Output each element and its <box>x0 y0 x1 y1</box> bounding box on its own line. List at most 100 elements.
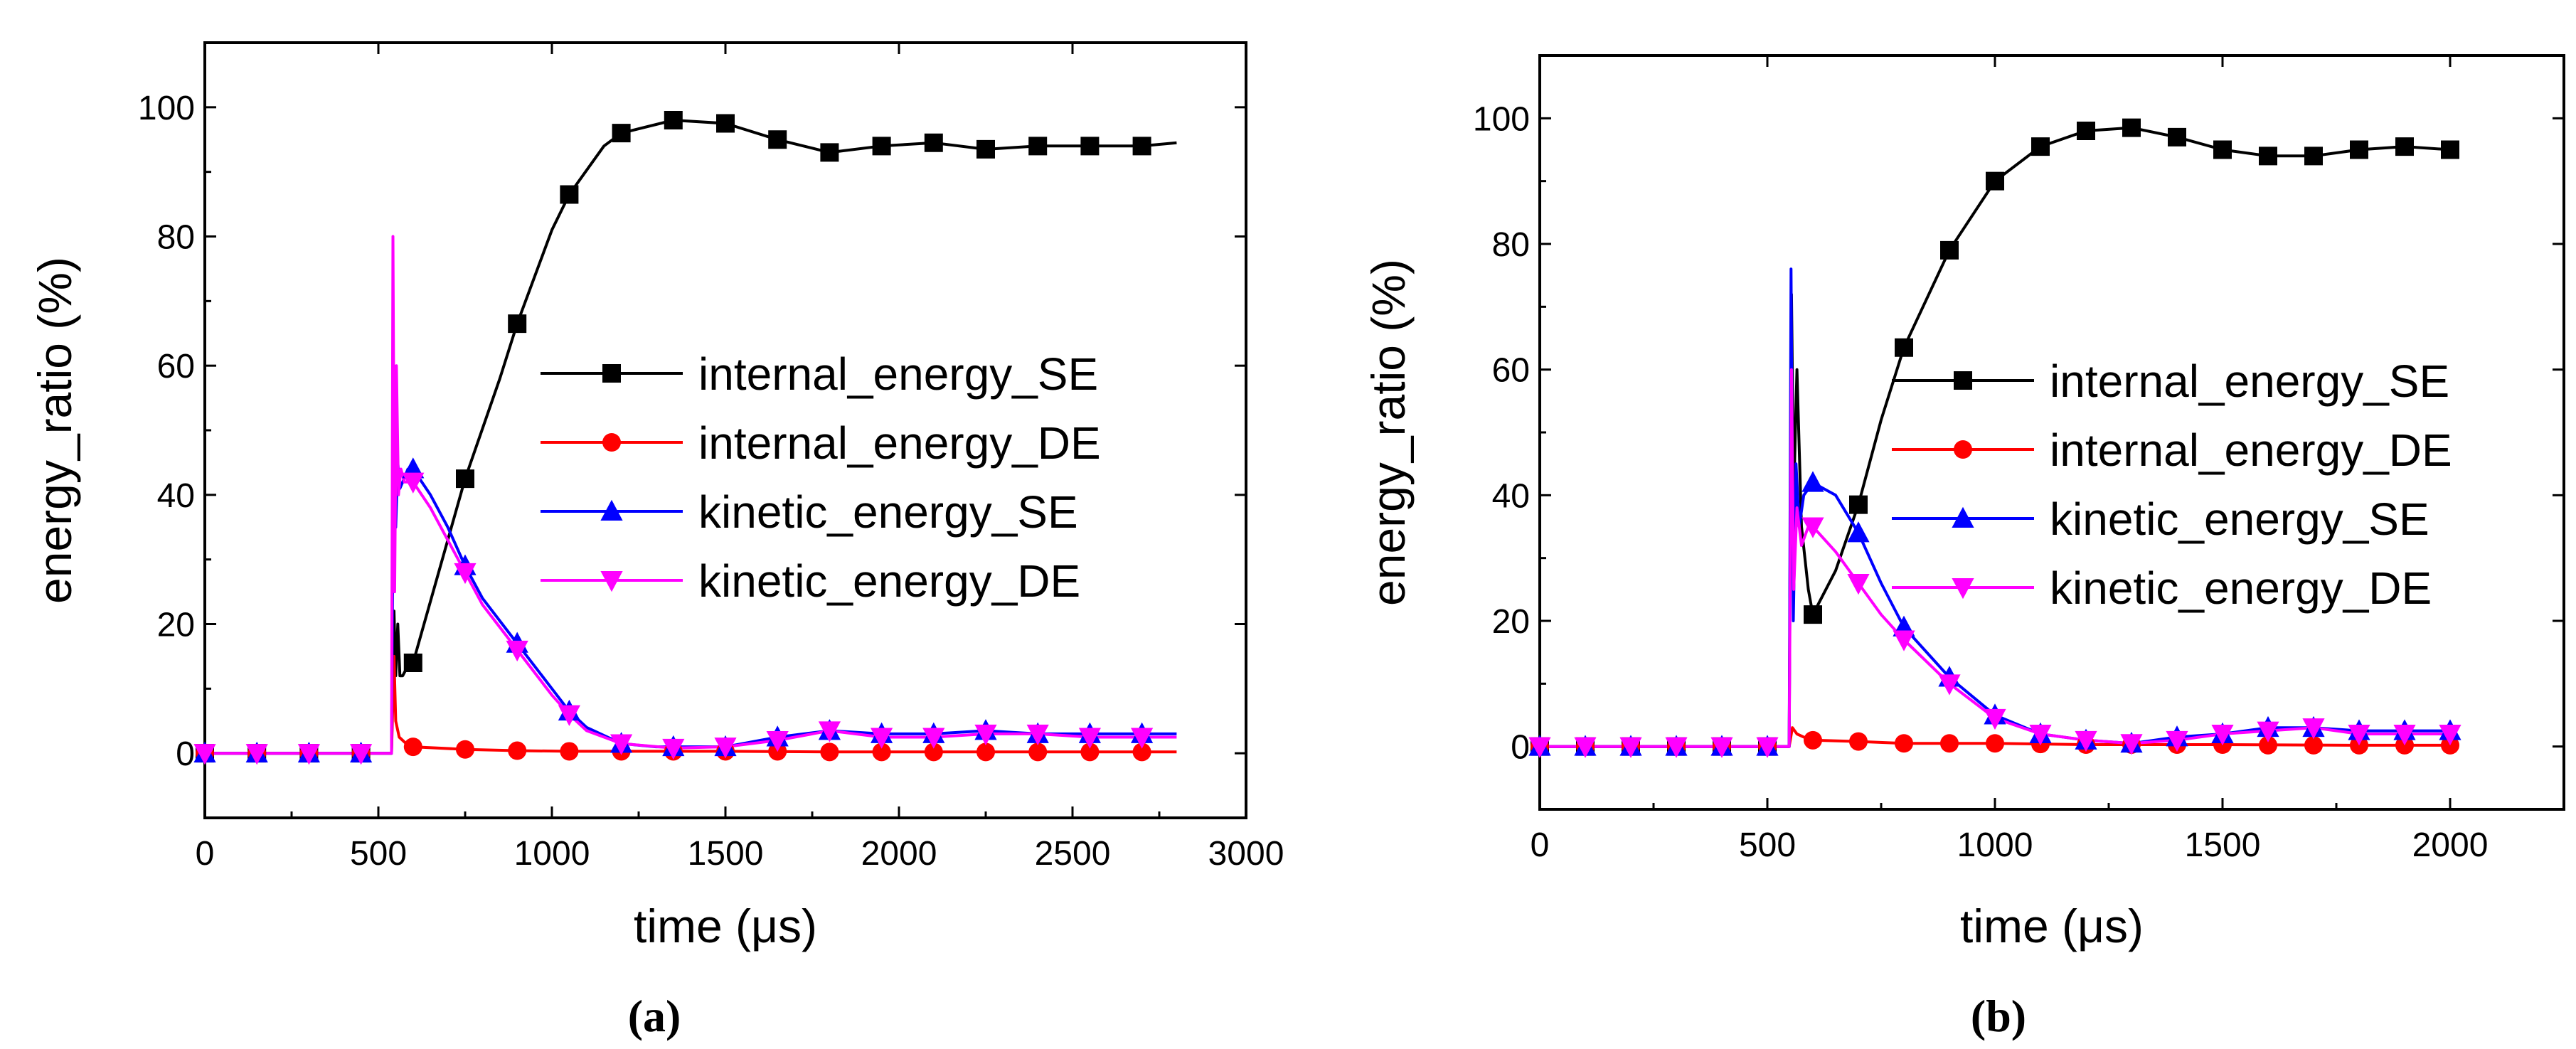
data-point <box>714 738 737 759</box>
series-markers-kinetic-energy-DE <box>1528 517 2461 758</box>
data-point <box>2259 735 2277 755</box>
data-point <box>1849 732 1868 751</box>
data-point <box>1801 517 1824 538</box>
data-point <box>2257 721 2279 742</box>
data-point <box>1984 708 2006 730</box>
data-point <box>2213 140 2232 159</box>
legend-label-kinetic-energy-DE: kinetic_energy_DE <box>698 555 1080 607</box>
y-tick-label: 60 <box>1492 352 1530 390</box>
data-point <box>1847 574 1870 595</box>
x-axis-label: time (μs) <box>1960 900 2144 952</box>
data-point <box>350 744 373 765</box>
data-point <box>1131 728 1154 749</box>
data-point <box>1132 742 1151 762</box>
x-tick-label: 2000 <box>2412 826 2489 864</box>
data-point <box>1847 521 1870 543</box>
data-point <box>2211 725 2234 746</box>
x-tick-label: 1000 <box>1957 826 2033 864</box>
data-point <box>1804 605 1822 624</box>
legend-marker-internal-energy-DE <box>1954 440 1972 459</box>
chart-panel-b: 0 500 1000 1500 2000 0 20 40 60 80 100 time (μs) ene… <box>1362 54 2565 1041</box>
y-tick-label: 0 <box>1511 729 1530 767</box>
data-point <box>1028 137 1048 156</box>
data-point <box>1940 240 1959 260</box>
data-point <box>610 734 633 755</box>
data-point <box>2302 718 2325 740</box>
data-point <box>508 741 527 760</box>
data-point <box>2350 140 2368 159</box>
data-point <box>1132 137 1151 156</box>
y-tick-label: 0 <box>176 735 195 773</box>
data-point <box>1080 137 1100 156</box>
series-line-kinetic-energy-DE <box>205 235 1177 755</box>
legend-marker-kinetic-energy-SE <box>1952 506 1974 528</box>
y-tick-label: 100 <box>1473 100 1530 138</box>
data-point <box>1938 674 1961 696</box>
data-point <box>2439 725 2461 746</box>
data-point <box>716 114 735 133</box>
legend-label-internal-energy-SE: internal_energy_SE <box>2050 356 2449 407</box>
x-tick-label: 500 <box>350 835 407 873</box>
data-point <box>768 130 787 149</box>
data-point <box>1849 495 1868 514</box>
data-point <box>1080 742 1100 762</box>
x-tick-label: 0 <box>1531 826 1550 864</box>
data-point <box>1574 737 1597 758</box>
data-point <box>2075 730 2097 752</box>
data-point <box>2304 147 2323 166</box>
series-markers-kinetic-energy-DE <box>193 472 1154 765</box>
data-point <box>2393 725 2416 746</box>
legend-label-kinetic-energy-SE: kinetic_energy_SE <box>2050 494 2429 545</box>
data-point <box>558 705 580 726</box>
data-point <box>402 472 425 494</box>
data-point <box>1895 734 1913 753</box>
data-point <box>1710 737 1733 758</box>
data-point <box>820 143 839 162</box>
x-tick-label: 1500 <box>2185 826 2261 864</box>
chart-panel-a: 0 500 1000 1500 2000 2500 3000 0 20 40 60 80 100 time… <box>28 41 1284 1041</box>
panel-caption: (b) <box>1971 991 2026 1041</box>
legend-label-kinetic-energy-SE: kinetic_energy_SE <box>698 486 1078 538</box>
data-point <box>1804 730 1822 750</box>
data-point <box>2077 122 2095 140</box>
data-point <box>1619 737 1642 758</box>
legend-marker-internal-energy-DE <box>602 433 621 452</box>
y-tick-label: 80 <box>157 219 195 257</box>
legend-label-internal-energy-DE: internal_energy_DE <box>698 417 1101 469</box>
x-tick-label: 1500 <box>688 835 764 873</box>
data-point <box>456 740 474 759</box>
data-point <box>2304 735 2323 755</box>
data-point <box>1895 338 1913 357</box>
data-point <box>1665 737 1688 758</box>
data-point <box>662 738 685 760</box>
data-point <box>2031 137 2050 156</box>
data-point <box>245 744 268 765</box>
x-tick-label: 0 <box>196 835 215 873</box>
data-point <box>456 469 474 489</box>
legend-label-kinetic-energy-DE: kinetic_energy_DE <box>2050 563 2432 614</box>
y-tick-label: 60 <box>157 348 195 385</box>
legend-marker-kinetic-energy-DE <box>1952 578 1974 600</box>
data-point <box>2122 118 2141 137</box>
y-tick-label: 20 <box>157 607 195 644</box>
legend: internal_energy_SE internal_energy_DEkine… <box>1892 356 2452 614</box>
data-point <box>2166 730 2188 752</box>
data-point <box>1940 734 1959 753</box>
data-point <box>1028 742 1048 762</box>
data-point <box>818 721 841 742</box>
legend: internal_energy_SE internal_energy_DEkine… <box>541 348 1101 607</box>
data-point <box>1756 737 1779 758</box>
data-point <box>976 139 995 159</box>
data-point <box>454 563 477 585</box>
x-tick-label: 2000 <box>861 835 937 873</box>
y-tick-label: 40 <box>1492 477 1530 515</box>
y-tick-label: 20 <box>1492 603 1530 641</box>
data-point <box>2348 725 2370 746</box>
legend-label-internal-energy-DE: internal_energy_DE <box>2050 425 2452 476</box>
data-point <box>560 742 579 761</box>
data-point <box>2395 137 2414 156</box>
y-axis-label: energy_ratio (%) <box>1362 259 1415 606</box>
y-axis-label: energy_ratio (%) <box>28 257 81 604</box>
data-point <box>506 640 528 662</box>
